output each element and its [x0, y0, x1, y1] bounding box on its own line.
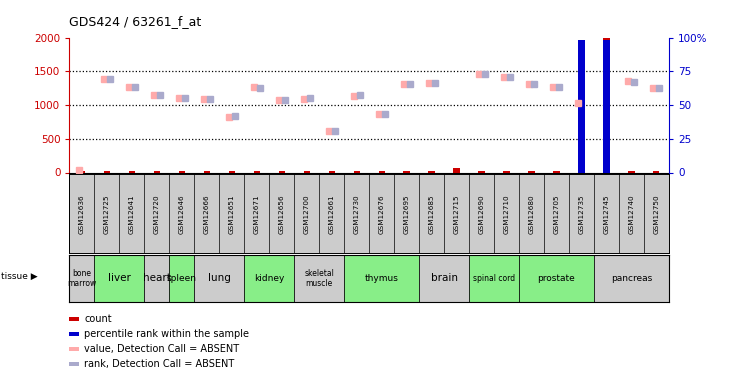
Bar [145, 255, 170, 302]
Bar [578, 40, 585, 172]
Text: tissue ▶: tissue ▶ [1, 272, 38, 281]
Bar [244, 255, 294, 302]
Text: GSM12671: GSM12671 [254, 194, 260, 234]
Text: GSM12656: GSM12656 [279, 194, 285, 234]
Bar [654, 171, 659, 172]
Text: GSM12666: GSM12666 [204, 194, 210, 234]
Text: GSM12740: GSM12740 [629, 194, 635, 234]
Text: GSM12750: GSM12750 [654, 194, 659, 234]
Bar [303, 171, 310, 172]
Bar [154, 171, 160, 172]
Text: GSM12730: GSM12730 [354, 194, 360, 234]
Bar [294, 255, 344, 302]
Text: GSM12710: GSM12710 [504, 194, 510, 234]
Bar [79, 171, 85, 172]
Text: GSM12735: GSM12735 [578, 194, 585, 234]
Text: GSM12725: GSM12725 [104, 194, 110, 234]
Bar [469, 255, 519, 302]
Bar [104, 171, 110, 172]
Bar [453, 168, 460, 172]
Text: kidney: kidney [254, 274, 284, 283]
Text: skeletal
muscle: skeletal muscle [304, 269, 334, 288]
Bar [379, 171, 385, 172]
Bar [428, 171, 435, 172]
Bar [578, 102, 585, 172]
Text: GSM12646: GSM12646 [179, 194, 185, 234]
Bar [254, 171, 260, 172]
Text: spinal cord: spinal cord [473, 274, 515, 283]
Text: GSM12705: GSM12705 [553, 194, 559, 234]
Text: thymus: thymus [365, 274, 398, 283]
Bar [94, 255, 145, 302]
Bar [553, 171, 560, 172]
Bar [603, 38, 610, 172]
Text: lung: lung [208, 273, 231, 284]
Text: pancreas: pancreas [611, 274, 652, 283]
Text: GSM12695: GSM12695 [404, 194, 409, 234]
Bar [194, 255, 244, 302]
Text: GSM12680: GSM12680 [529, 194, 534, 234]
Bar [354, 171, 360, 172]
Text: heart: heart [143, 273, 171, 284]
Bar [504, 171, 510, 172]
Bar [178, 171, 185, 172]
Text: GDS424 / 63261_f_at: GDS424 / 63261_f_at [69, 15, 202, 28]
Bar [478, 171, 485, 172]
Text: GSM12720: GSM12720 [154, 194, 160, 234]
Bar [404, 171, 410, 172]
Text: GSM12685: GSM12685 [428, 194, 435, 234]
Text: spleen: spleen [167, 274, 197, 283]
Bar [344, 255, 419, 302]
Text: GSM12661: GSM12661 [329, 194, 335, 234]
Text: percentile rank within the sample: percentile rank within the sample [84, 329, 249, 339]
Text: GSM12700: GSM12700 [303, 194, 310, 234]
Text: bone
marrow: bone marrow [67, 269, 96, 288]
Bar [529, 171, 534, 172]
Text: GSM12676: GSM12676 [379, 194, 385, 234]
Bar [204, 171, 210, 172]
Text: GSM12651: GSM12651 [229, 194, 235, 234]
Text: rank, Detection Call = ABSENT: rank, Detection Call = ABSENT [84, 359, 235, 369]
Bar [328, 171, 335, 172]
Text: liver: liver [108, 273, 131, 284]
Text: prostate: prostate [537, 274, 575, 283]
Bar [279, 171, 285, 172]
Text: GSM12641: GSM12641 [129, 194, 135, 234]
Text: GSM12745: GSM12745 [603, 194, 610, 234]
Text: value, Detection Call = ABSENT: value, Detection Call = ABSENT [84, 344, 239, 354]
Text: count: count [84, 314, 112, 324]
Bar [229, 171, 235, 172]
Bar [603, 40, 610, 172]
Bar [170, 255, 194, 302]
Text: GSM12690: GSM12690 [479, 194, 485, 234]
Text: GSM12715: GSM12715 [453, 194, 460, 234]
Bar [519, 255, 594, 302]
Bar [69, 255, 94, 302]
Bar [419, 255, 469, 302]
Text: brain: brain [431, 273, 458, 284]
Bar [628, 171, 635, 172]
Text: GSM12636: GSM12636 [79, 194, 85, 234]
Bar [594, 255, 669, 302]
Bar [129, 171, 135, 172]
